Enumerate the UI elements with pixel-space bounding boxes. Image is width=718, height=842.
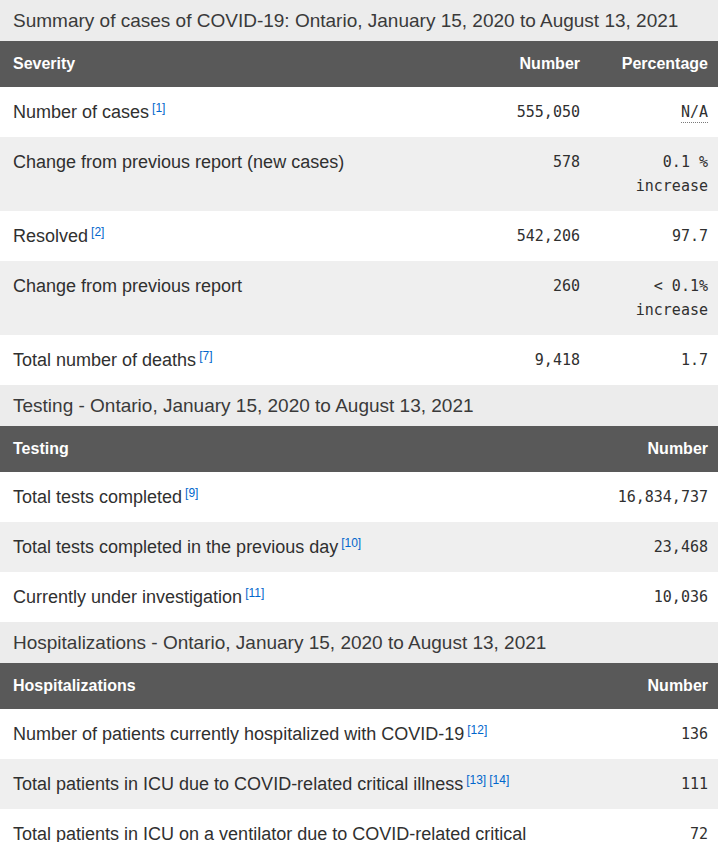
row-label: Number of cases[1] xyxy=(0,87,450,137)
table-row: Total tests completed in the previous da… xyxy=(0,522,718,572)
testing-table-caption: Testing - Ontario, January 15, 2020 to A… xyxy=(0,385,718,426)
column-header-testing: Testing xyxy=(0,426,558,472)
row-percentage: N/A xyxy=(580,87,718,137)
column-header-number: Number xyxy=(558,663,718,709)
footnote-ref-link[interactable]: [12] xyxy=(467,723,487,737)
row-number: 111 xyxy=(558,759,718,809)
summary-table-caption: Summary of cases of COVID-19: Ontario, J… xyxy=(0,0,718,41)
summary-header-row: Severity Number Percentage xyxy=(0,41,718,87)
footnote-ref-link[interactable]: [13] xyxy=(466,773,486,787)
row-percentage: < 0.1%increase xyxy=(580,261,718,335)
row-number: 9,418 xyxy=(450,335,580,385)
row-label: Total patients in ICU due to COVID-relat… xyxy=(0,759,558,809)
testing-table: Testing Number Total tests completed[9] … xyxy=(0,426,718,622)
row-number: 542,206 xyxy=(450,211,580,261)
row-label: Total tests completed[9] xyxy=(0,472,558,522)
column-header-number: Number xyxy=(558,426,718,472)
column-header-percentage: Percentage xyxy=(580,41,718,87)
row-percentage: 97.7 xyxy=(580,211,718,261)
footnote-ref-link[interactable]: [1] xyxy=(152,101,165,115)
table-row: Total patients in ICU due to COVID-relat… xyxy=(0,759,718,809)
row-label: Resolved[2] xyxy=(0,211,450,261)
table-row: Total number of deaths[7] 9,418 1.7 xyxy=(0,335,718,385)
row-number: 16,834,737 xyxy=(558,472,718,522)
summary-table: Severity Number Percentage Number of cas… xyxy=(0,41,718,385)
hospitalizations-header-row: Hospitalizations Number xyxy=(0,663,718,709)
row-label: Currently under investigation[11] xyxy=(0,572,558,622)
row-number: 72 xyxy=(558,809,718,842)
column-header-hospitalizations: Hospitalizations xyxy=(0,663,558,709)
row-label: Total tests completed in the previous da… xyxy=(0,522,558,572)
row-number: 260 xyxy=(450,261,580,335)
footnote-ref-link[interactable]: [9] xyxy=(185,486,198,500)
row-number: 23,468 xyxy=(558,522,718,572)
row-number: 555,050 xyxy=(450,87,580,137)
table-row: Resolved[2] 542,206 97.7 xyxy=(0,211,718,261)
table-row: Total patients in ICU on a ventilator du… xyxy=(0,809,718,842)
table-row: Number of patients currently hospitalize… xyxy=(0,709,718,759)
table-row: Change from previous report 260 < 0.1%in… xyxy=(0,261,718,335)
row-number: 136 xyxy=(558,709,718,759)
row-label: Change from previous report xyxy=(0,261,450,335)
table-row: Change from previous report (new cases) … xyxy=(0,137,718,211)
row-number: 578 xyxy=(450,137,580,211)
row-label: Number of patients currently hospitalize… xyxy=(0,709,558,759)
column-header-severity: Severity xyxy=(0,41,450,87)
row-label: Change from previous report (new cases) xyxy=(0,137,450,211)
row-percentage: 1.7 xyxy=(580,335,718,385)
hospitalizations-table: Hospitalizations Number Number of patien… xyxy=(0,663,718,842)
footnote-ref-link[interactable]: [11] xyxy=(245,586,264,600)
row-percentage: 0.1 %increase xyxy=(580,137,718,211)
column-header-number: Number xyxy=(450,41,580,87)
footnote-ref-link[interactable]: [14] xyxy=(489,773,509,787)
footnote-ref-link[interactable]: [7] xyxy=(199,349,212,363)
row-label: Total patients in ICU on a ventilator du… xyxy=(0,809,558,842)
footnote-ref-link[interactable]: [10] xyxy=(341,536,361,550)
footnote-ref-link[interactable]: [2] xyxy=(91,225,104,239)
testing-header-row: Testing Number xyxy=(0,426,718,472)
table-row: Total tests completed[9] 16,834,737 xyxy=(0,472,718,522)
table-row: Currently under investigation[11] 10,036 xyxy=(0,572,718,622)
hospitalizations-table-caption: Hospitalizations - Ontario, January 15, … xyxy=(0,622,718,663)
row-label: Total number of deaths[7] xyxy=(0,335,450,385)
table-row: Number of cases[1] 555,050 N/A xyxy=(0,87,718,137)
na-abbreviation: N/A xyxy=(681,103,708,123)
row-number: 10,036 xyxy=(558,572,718,622)
